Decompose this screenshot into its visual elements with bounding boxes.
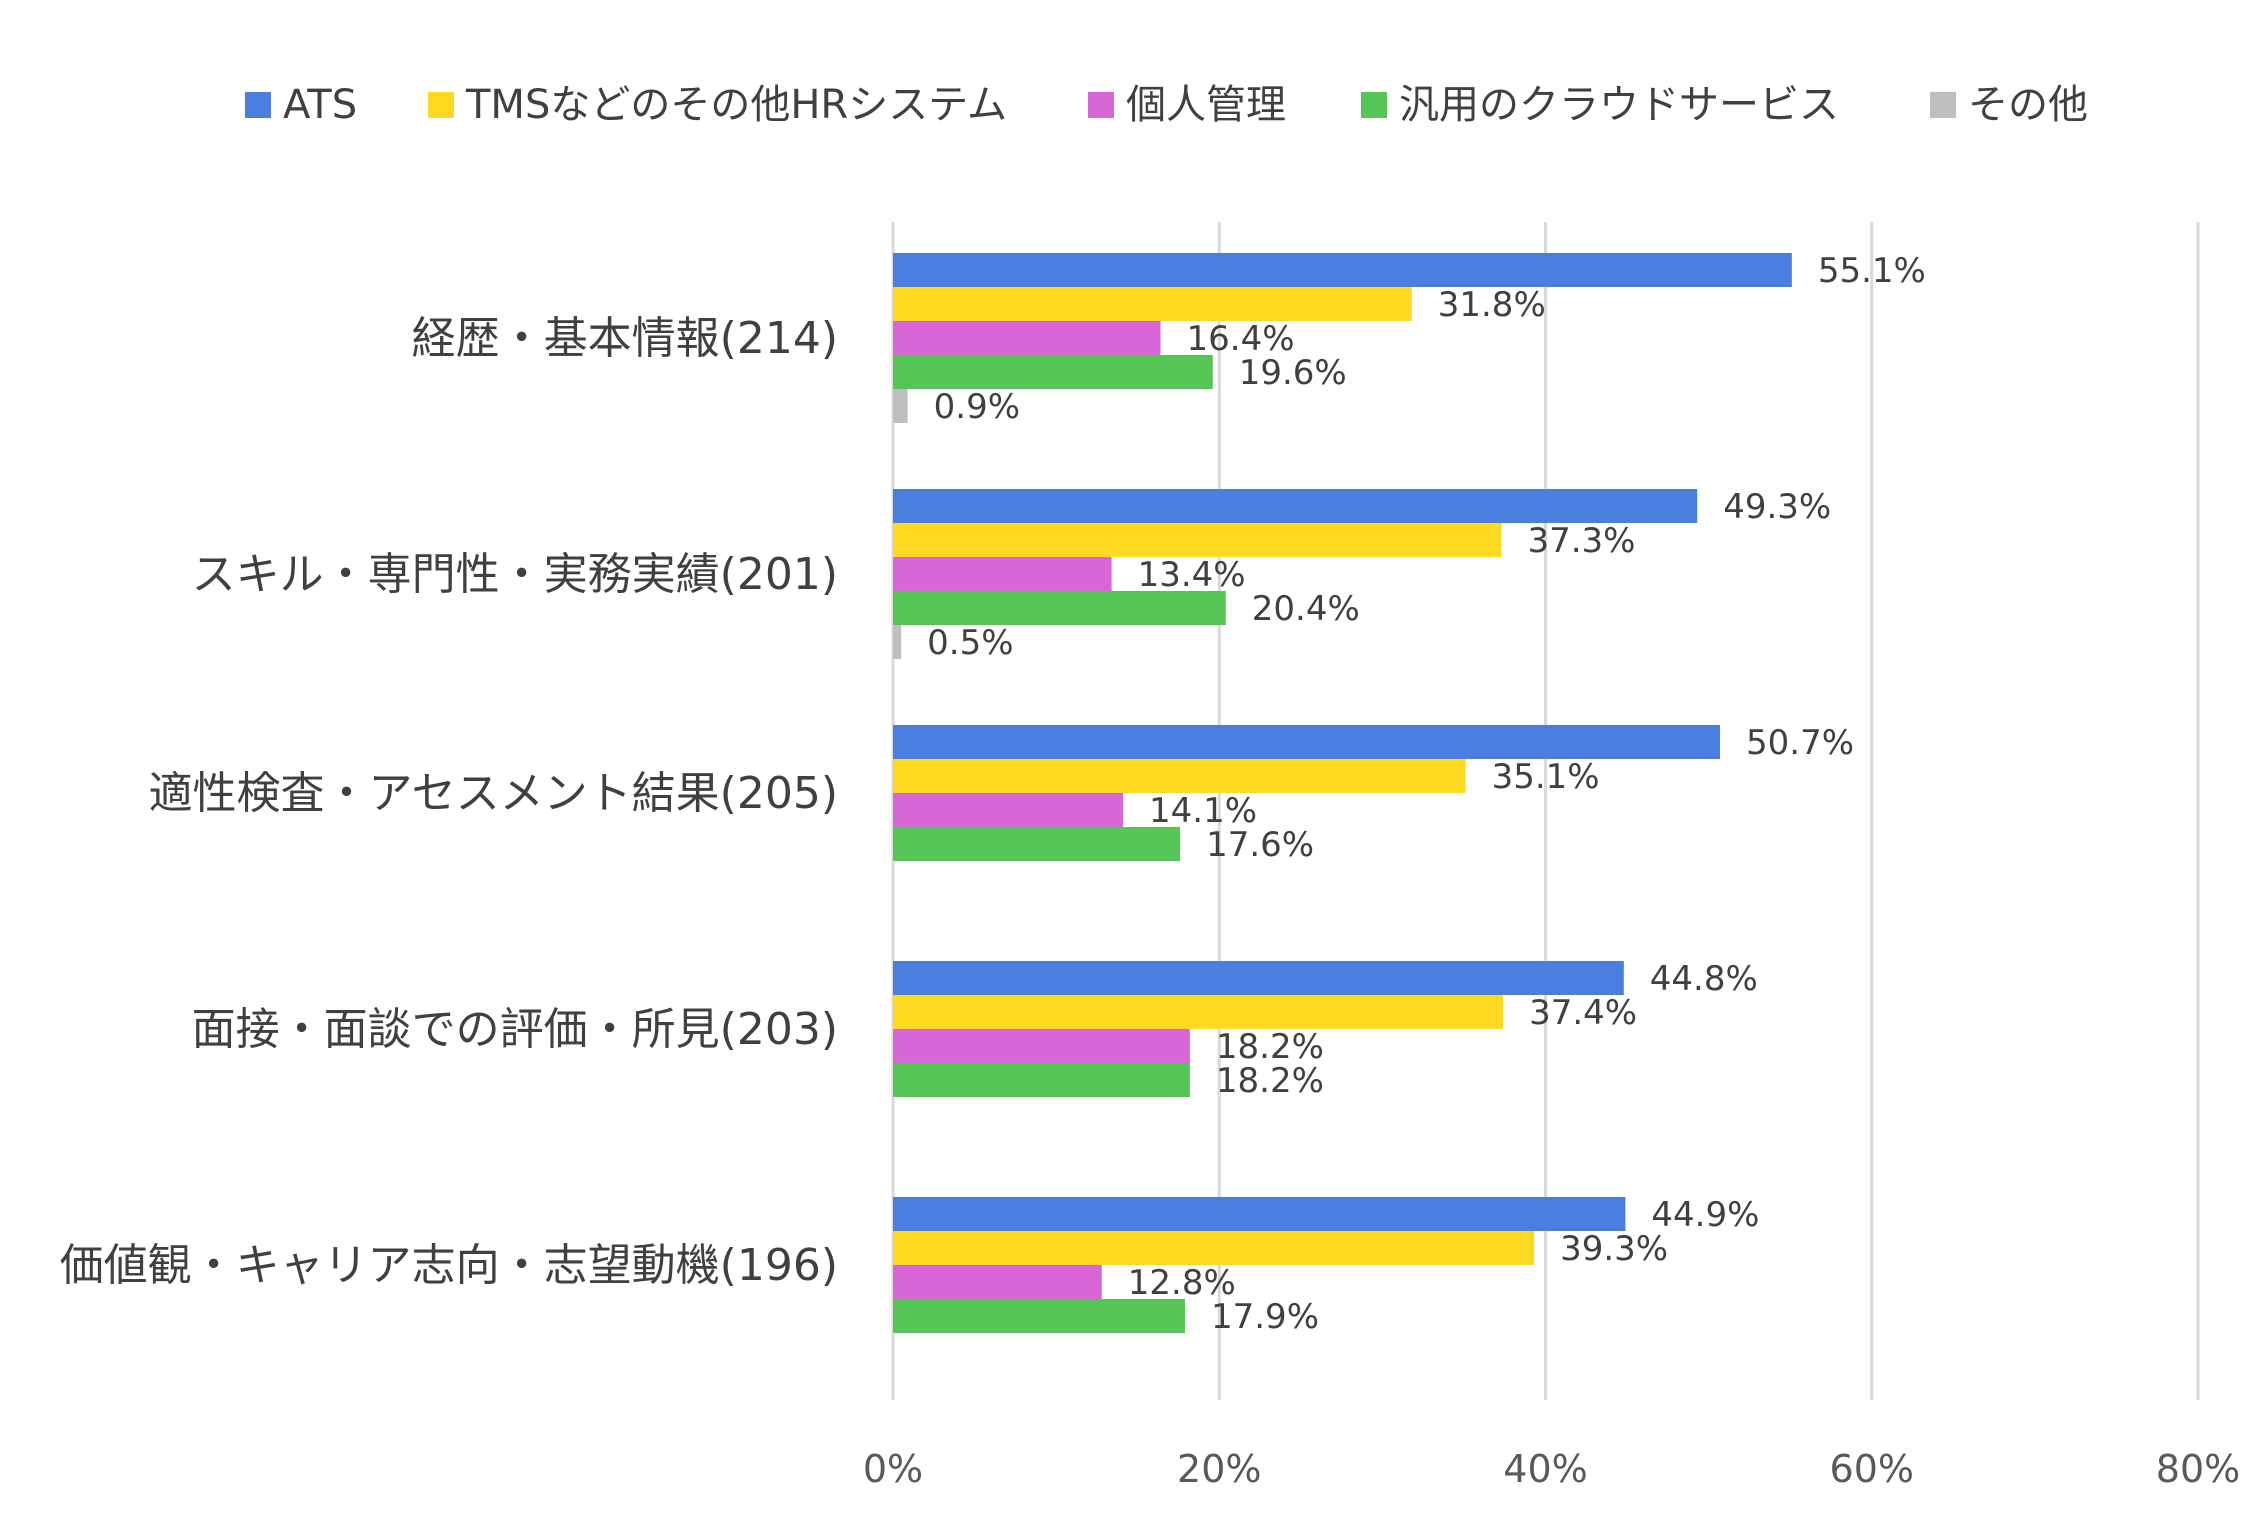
data-labels: 55.1% 31.8% 16.4%19.6% 0.9% 49.3% 37.3% 13.4%2…: [927, 251, 1926, 1337]
data-label: 31.8%: [1438, 285, 1546, 325]
bar: [893, 557, 1112, 591]
data-label: 17.6%: [1206, 825, 1314, 865]
data-label: 13.4%: [1138, 555, 1246, 595]
bar: [893, 321, 1161, 355]
bar: [893, 759, 1466, 793]
data-label: 17.9%: [1211, 1297, 1319, 1337]
bar: [893, 1063, 1190, 1097]
category-label: 価値観・キャリア志向・志望動機(196): [60, 1240, 838, 1291]
legend-swatch: [428, 92, 454, 118]
bar: [893, 287, 1412, 321]
legend-swatch: [245, 92, 271, 118]
data-label: 0.9%: [934, 387, 1020, 427]
x-tick-label: 60%: [1830, 1447, 1914, 1491]
category-label: スキル・専門性・実務実績(201): [192, 549, 838, 600]
bar: [893, 591, 1226, 625]
data-label: 55.1%: [1818, 251, 1926, 291]
data-label: 37.3%: [1527, 521, 1635, 561]
legend-swatch: [1088, 92, 1114, 118]
data-label: 49.3%: [1723, 487, 1831, 527]
legend-label: 汎用のクラウドサービス: [1399, 82, 1839, 128]
data-label: 44.8%: [1650, 959, 1758, 999]
legend-label: その他: [1968, 82, 2088, 128]
category-label: 面接・面談での評価・所見(203): [192, 1004, 838, 1055]
bar: [893, 355, 1213, 389]
bar: [893, 523, 1502, 557]
bar: [893, 793, 1124, 827]
category-label: 適性検査・アセスメント結果(205): [149, 768, 838, 819]
data-label: 19.6%: [1239, 353, 1347, 393]
data-label: 37.4%: [1529, 993, 1637, 1033]
data-label: 12.8%: [1128, 1263, 1236, 1303]
bar: [893, 1231, 1535, 1265]
data-label: 39.3%: [1560, 1229, 1668, 1269]
x-tick-label: 80%: [2156, 1447, 2240, 1491]
bar: [893, 489, 1698, 523]
data-label: 35.1%: [1492, 757, 1600, 797]
bar: [893, 389, 908, 423]
legend-swatch: [1930, 92, 1956, 118]
bar: [893, 1265, 1102, 1299]
data-label: 16.4%: [1187, 319, 1295, 359]
bar: [893, 1029, 1190, 1063]
bar: [893, 961, 1624, 995]
bar: [893, 1299, 1185, 1333]
data-label: 20.4%: [1252, 589, 1360, 629]
data-label: 14.1%: [1149, 791, 1257, 831]
data-label: 44.9%: [1651, 1195, 1759, 1235]
category-label: 経歴・基本情報(214): [412, 313, 838, 364]
legend-label: ATS: [283, 82, 357, 128]
data-label: 50.7%: [1746, 723, 1854, 763]
bar: [893, 827, 1181, 861]
bars: [893, 253, 1792, 1333]
data-label: 18.2%: [1216, 1027, 1324, 1067]
bar: [893, 1197, 1626, 1231]
bar: [893, 625, 902, 659]
x-tick-label: 0%: [863, 1447, 923, 1491]
legend: ATS TMSなどのその他HRシステム 個人管理 汎用のクラウドサービス その他: [245, 82, 2088, 128]
data-label: 0.5%: [927, 623, 1013, 663]
bar: [893, 725, 1721, 759]
legend-swatch: [1361, 92, 1387, 118]
x-tick-label: 20%: [1177, 1447, 1261, 1491]
x-tick-label: 40%: [1503, 1447, 1587, 1491]
legend-label: 個人管理: [1126, 82, 1286, 128]
data-label: 18.2%: [1216, 1061, 1324, 1101]
category-axis: 経歴・基本情報(214) スキル・専門性・実務実績(201) 適性検査・アセスメント…: [60, 313, 838, 1291]
value-axis: 0% 20% 40% 60% 80%: [863, 1447, 2240, 1491]
bar: [893, 995, 1504, 1029]
legend-label: TMSなどのその他HRシステム: [465, 82, 1007, 128]
bar: [893, 253, 1792, 287]
